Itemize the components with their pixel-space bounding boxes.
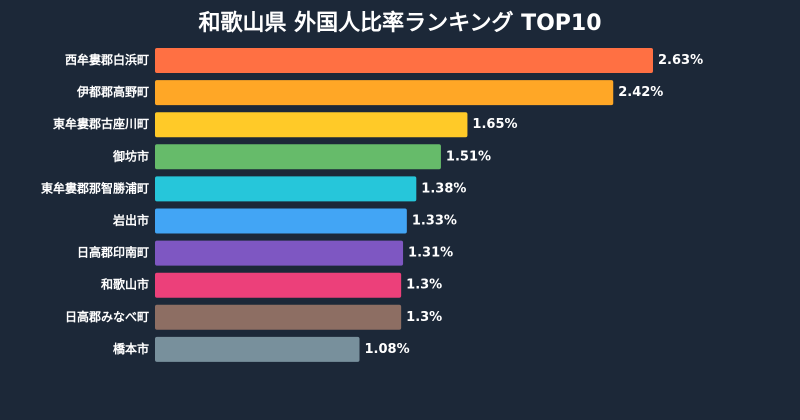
bar (155, 48, 653, 73)
category-label: 日高郡みなべ町 (65, 309, 149, 324)
value-label: 1.3% (406, 278, 442, 293)
bar (155, 80, 614, 106)
bar (155, 144, 441, 170)
bar (155, 304, 402, 330)
bar (155, 176, 417, 202)
bar (155, 272, 402, 298)
value-label: 1.08% (365, 342, 410, 357)
value-label: 1.51% (446, 149, 491, 164)
category-label: 橋本市 (113, 341, 149, 356)
value-label: 1.33% (412, 214, 457, 229)
value-label: 1.65% (472, 117, 517, 132)
category-label: 和歌山市 (100, 277, 149, 292)
category-label: 東牟婁郡古座川町 (53, 116, 149, 131)
category-label: 東牟婁郡那智勝浦町 (41, 180, 149, 195)
chart-title: 和歌山県 外国人比率ランキング TOP10 (198, 11, 602, 36)
value-label: 2.42% (618, 85, 663, 100)
bar (155, 240, 404, 266)
category-label: 日高郡印南町 (77, 245, 149, 260)
bar (155, 112, 468, 138)
bar (155, 208, 407, 234)
category-label: 伊都郡高野町 (76, 84, 149, 99)
value-label: 1.31% (408, 246, 453, 261)
value-label: 2.63% (658, 53, 703, 68)
value-label: 1.38% (421, 181, 466, 196)
bar (155, 336, 360, 362)
category-label: 西牟婁郡白浜町 (65, 52, 149, 67)
bars-group: 西牟婁郡白浜町 2.63% 伊都郡高野町 2.42% 東牟婁郡古座川町 1.65% 御坊市 1… (41, 48, 703, 362)
category-label: 御坊市 (112, 148, 149, 163)
category-label: 岩出市 (112, 213, 149, 228)
value-label: 1.3% (406, 310, 442, 325)
